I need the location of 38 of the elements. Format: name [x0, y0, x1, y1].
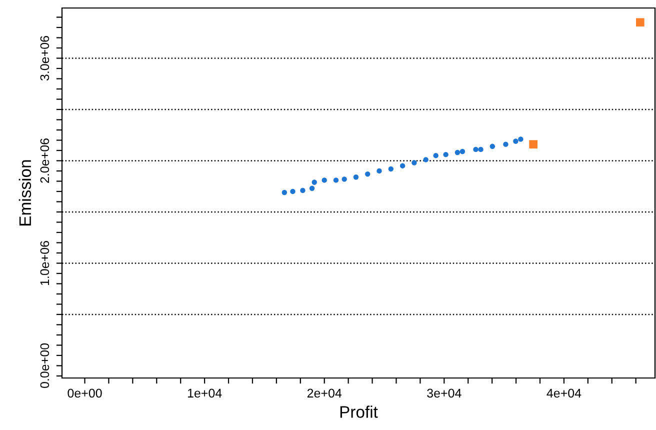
point: [636, 18, 644, 27]
x-tick-label: 0e+00: [68, 388, 102, 398]
y-tick-label: 1.0e+06: [40, 240, 50, 286]
point: [342, 176, 347, 182]
point: [460, 148, 466, 154]
point: [353, 174, 359, 180]
y-axis-title: Emission: [18, 160, 32, 226]
point: [478, 146, 484, 152]
x-tick-label: 1e+04: [188, 388, 222, 398]
point: [473, 146, 478, 152]
y-tick-label: 3.0e+06: [40, 36, 50, 81]
point: [443, 152, 448, 158]
point: [388, 166, 394, 172]
point: [309, 186, 315, 191]
point: [503, 142, 508, 147]
point: [433, 152, 438, 158]
point: [513, 138, 518, 144]
x-axis-title: Profit: [340, 406, 378, 418]
point: [454, 150, 460, 156]
point: [322, 178, 327, 183]
point: [290, 188, 296, 194]
y-tick-label: 0.0e+00: [40, 343, 50, 388]
x-tick-label: 4e+04: [546, 388, 582, 398]
point: [423, 157, 428, 162]
x-tick-label: 2e+04: [307, 388, 342, 398]
point: [282, 190, 288, 196]
point: [312, 180, 317, 185]
point: [300, 188, 306, 194]
point: [412, 160, 417, 166]
point: [400, 163, 406, 168]
point: [365, 171, 370, 177]
y-tick-label: 2.0e+06: [40, 138, 50, 183]
point: [376, 168, 382, 174]
point: [490, 144, 496, 149]
point: [333, 178, 339, 183]
point: [518, 136, 524, 142]
point: [529, 140, 538, 148]
x-tick-label: 3e+04: [427, 388, 462, 398]
